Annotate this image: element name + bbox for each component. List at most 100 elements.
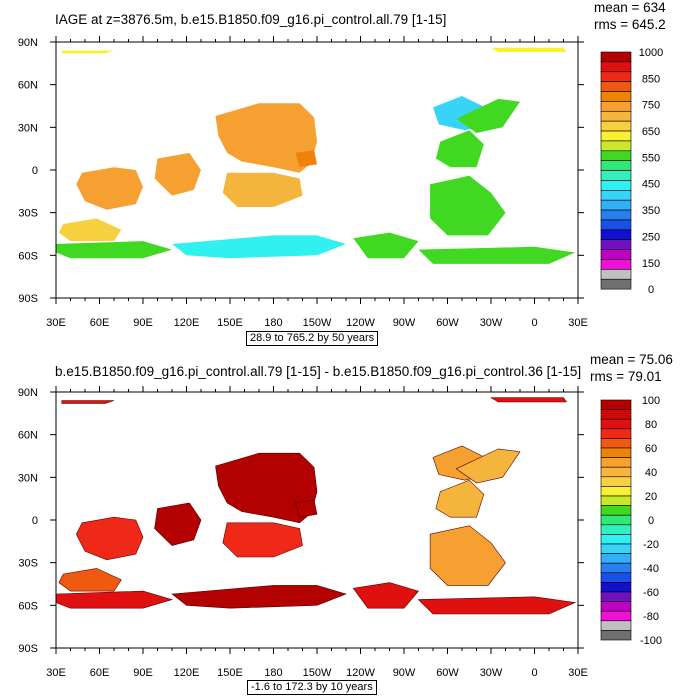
colorbar-swatch (600, 447, 632, 458)
x-tick-label: 180 (264, 317, 282, 329)
x-tick-label: 150E (217, 667, 243, 679)
ocean-region (489, 397, 567, 403)
ocean-region (215, 103, 317, 173)
colorbar-swatch (600, 120, 632, 132)
x-tick-label: 180 (264, 667, 282, 679)
colorbar-swatch (600, 269, 632, 280)
x-tick-label: 150W (303, 667, 332, 679)
colorbar-swatch (600, 150, 632, 161)
colorbar-label: 80 (645, 419, 657, 431)
map-area (55, 397, 577, 615)
y-tick-label: 90N (18, 387, 38, 399)
x-tick-label: 30W (480, 667, 503, 679)
colorbar-swatch (600, 562, 632, 574)
bottom-mean: mean = 75.06 (590, 352, 673, 367)
bottom-rms: rms = 79.01 (590, 369, 662, 384)
colorbar-swatch (600, 61, 632, 73)
ocean-region (154, 152, 201, 196)
colorbar-swatch (600, 610, 632, 622)
colorbar-label: -60 (643, 587, 659, 599)
ocean-region (435, 479, 485, 518)
ocean-region (58, 218, 122, 242)
ocean-region (353, 232, 419, 259)
colorbar-label: 450 (642, 179, 660, 191)
ocean-region (455, 448, 521, 484)
bottom-contour-label: -1.6 to 172.3 by 10 years (247, 680, 377, 695)
y-tick-label: 90S (18, 643, 38, 655)
ocean-region (55, 590, 174, 609)
colorbar-swatch (600, 495, 632, 506)
x-tick-label: 90W (393, 667, 416, 679)
colorbar-label: 20 (645, 491, 657, 503)
colorbar-swatch (600, 110, 632, 122)
x-tick-label: 0 (531, 317, 537, 329)
colorbar-swatch (600, 601, 632, 612)
colorbar-swatch (600, 190, 632, 201)
y-tick-label: 30N (18, 472, 38, 484)
ocean-region (172, 235, 346, 259)
colorbar-swatch (600, 514, 632, 526)
colorbar-label: -100 (640, 635, 662, 647)
colorbar-label: 550 (642, 152, 660, 164)
y-tick-label: 90N (18, 37, 38, 49)
top-map-plot: 30E 60E 90E 120E 150E 180 150W 120W 90W 60W 30W 0 30… (18, 36, 663, 329)
y-tick-label: 0 (32, 515, 38, 527)
colorbar-swatch (600, 81, 632, 92)
ocean-region (61, 50, 114, 54)
colorbar-swatch (600, 486, 632, 497)
top-contour-label: 28.9 to 765.2 by 50 years (246, 331, 379, 346)
colorbar-swatch (600, 160, 632, 171)
x-tick-label: 30E (46, 317, 66, 329)
x-tick-label: 90E (133, 667, 153, 679)
colorbar-label: 40 (645, 467, 657, 479)
colorbar-swatch (600, 543, 632, 554)
x-tick-label: 90E (133, 317, 153, 329)
colorbar-swatch (600, 259, 632, 270)
colorbar-label: 650 (642, 126, 660, 138)
colorbar-swatch (600, 278, 632, 290)
colorbar-swatch (600, 457, 632, 468)
y-tick-label: 60S (18, 600, 38, 612)
ocean-region (418, 246, 576, 264)
colorbar-label: 250 (642, 231, 660, 243)
y-tick-label: 60N (18, 430, 38, 442)
colorbar-label: 1000 (639, 47, 663, 59)
x-tick-label: 60E (90, 317, 110, 329)
ocean-region (295, 150, 317, 168)
colorbar-label: -20 (643, 539, 659, 551)
colorbar-swatch (600, 524, 632, 535)
colorbar-swatch (600, 249, 632, 260)
ocean-region (171, 585, 347, 609)
x-tick-label: 30E (568, 667, 588, 679)
ocean-region (56, 241, 172, 259)
colorbar-swatch (600, 409, 632, 420)
ocean-region (58, 568, 122, 592)
y-tick-label: 30S (18, 208, 38, 220)
ocean-region (75, 516, 144, 561)
ocean-region (417, 596, 577, 615)
colorbar-swatch (600, 399, 632, 410)
colorbar-swatch (600, 582, 632, 593)
colorbar-swatch (600, 620, 632, 631)
colorbar-swatch (600, 239, 632, 250)
top-mean: mean = 634 (594, 0, 666, 15)
colorbar-label: 850 (642, 73, 660, 85)
ocean-region (294, 499, 318, 518)
colorbar-label: 750 (642, 100, 660, 112)
ocean-region (456, 98, 520, 133)
colorbar-swatch (600, 466, 632, 478)
x-tick-label: 60E (90, 667, 110, 679)
colorbar-label: 60 (645, 443, 657, 455)
bottom-panel: b.e15.B1850.f09_g16.pi_control.all.79 [1… (0, 350, 700, 700)
bottom-map-plot: 30E 60E 90E 120E 150E 180 150W 120W 90W 60W 30W 0 30… (18, 386, 662, 679)
y-tick-label: 60N (18, 80, 38, 92)
colorbar-swatch (600, 505, 632, 516)
ocean-region (429, 525, 506, 586)
x-tick-label: 30E (46, 667, 66, 679)
colorbar-swatch (600, 572, 632, 583)
colorbar-swatch (600, 553, 632, 564)
colorbar-swatch (600, 428, 632, 439)
colorbar-swatch (600, 219, 632, 231)
x-tick-label: 120E (174, 317, 200, 329)
ocean-region (491, 47, 567, 52)
